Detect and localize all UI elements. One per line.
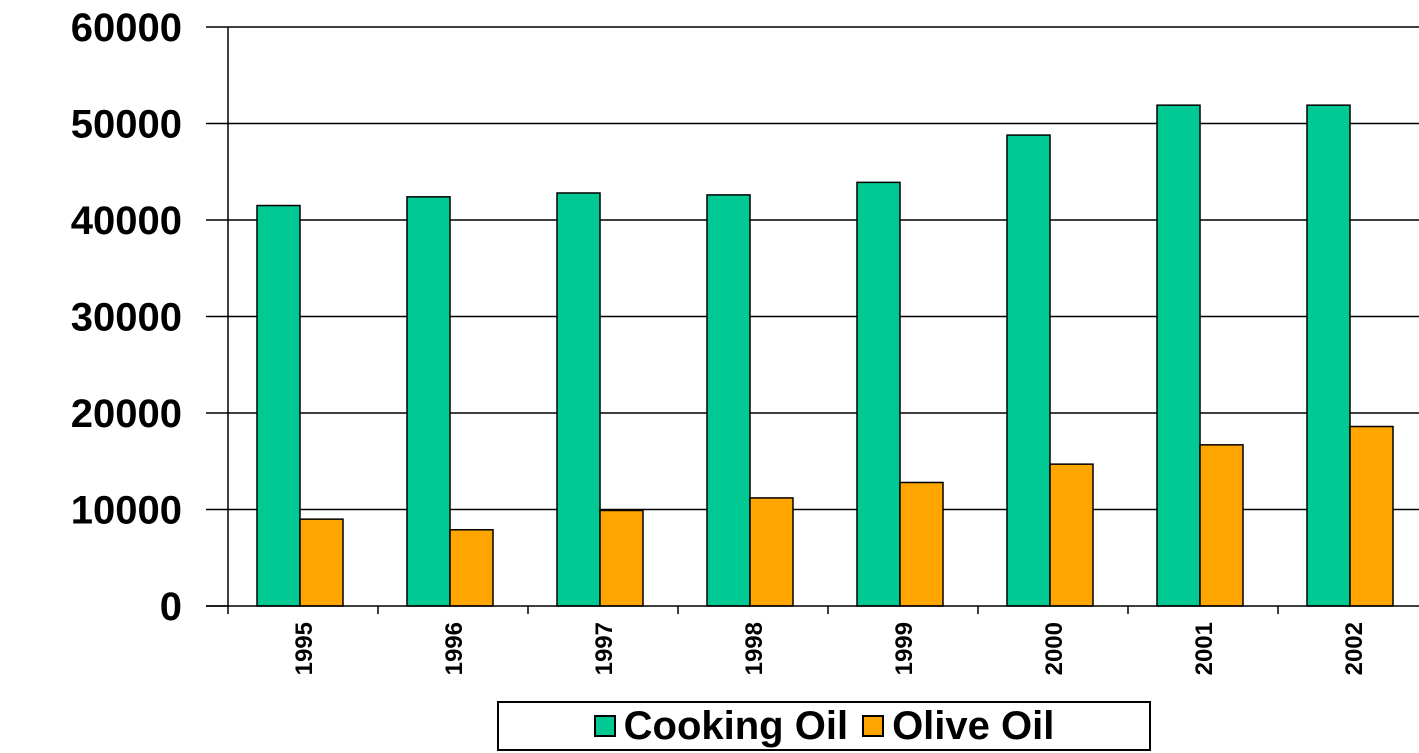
y-tick-label-3: 30000 [71, 296, 182, 340]
bar-series-0-2000 [1006, 134, 1051, 607]
x-tick-label-1999: 1999 [891, 622, 918, 675]
y-tick-label-6: 60000 [71, 6, 182, 50]
legend-item-series-0: Cooking Oil [593, 704, 849, 748]
legend: Cooking Oil Olive Oil [497, 701, 1151, 751]
y-tick-label-0: 0 [160, 585, 182, 629]
legend-label-series-0: Cooking Oil [623, 704, 849, 748]
legend-item-series-1: Olive Oil [862, 706, 1054, 746]
bar-series-0-1996 [406, 196, 451, 607]
y-tick-label-5: 50000 [71, 103, 182, 147]
bar-series-0-2002 [1306, 104, 1351, 607]
x-tick-label-1996: 1996 [441, 622, 468, 675]
legend-swatch-series-1 [862, 715, 885, 737]
y-tick-labels: 0 10000 20000 30000 40000 50000 60000 [71, 6, 182, 629]
x-tick-label-2002: 2002 [1341, 622, 1368, 675]
x-tick-label-1997: 1997 [591, 622, 618, 675]
y-tick-label-1: 10000 [71, 489, 182, 533]
bar-series-1-1998 [749, 497, 794, 607]
bar-series-0-1995 [256, 204, 301, 607]
x-tick-label-2000: 2000 [1041, 622, 1068, 675]
bar-chart: 0 10000 20000 30000 40000 50000 60000 1995 1996… [71, 6, 1419, 675]
bar-series-1-1996 [449, 529, 494, 607]
bars [256, 104, 1394, 607]
bar-series-1-1997 [599, 509, 644, 607]
bar-series-1-2001 [1199, 444, 1244, 607]
bar-series-1-2002 [1349, 425, 1394, 607]
bar-series-0-1998 [706, 194, 751, 607]
x-tick-label-2001: 2001 [1191, 622, 1218, 675]
y-tick-label-4: 40000 [71, 199, 182, 243]
legend-label-series-1: Olive Oil [892, 704, 1055, 748]
bar-series-0-1999 [856, 181, 901, 607]
bar-series-0-1997 [556, 192, 601, 607]
y-tick-label-2: 20000 [71, 392, 182, 436]
bar-series-1-1995 [299, 518, 344, 607]
bar-series-0-2001 [1156, 104, 1201, 607]
axes [206, 26, 1419, 614]
legend-swatch-series-0 [593, 715, 616, 737]
x-tick-label-1998: 1998 [741, 622, 768, 675]
bar-series-1-1999 [899, 481, 944, 607]
x-tick-labels: 1995 1996 1997 1998 1999 2000 2001 2002 [291, 622, 1368, 675]
bar-series-1-2000 [1049, 463, 1094, 607]
x-tick-label-1995: 1995 [291, 622, 318, 675]
